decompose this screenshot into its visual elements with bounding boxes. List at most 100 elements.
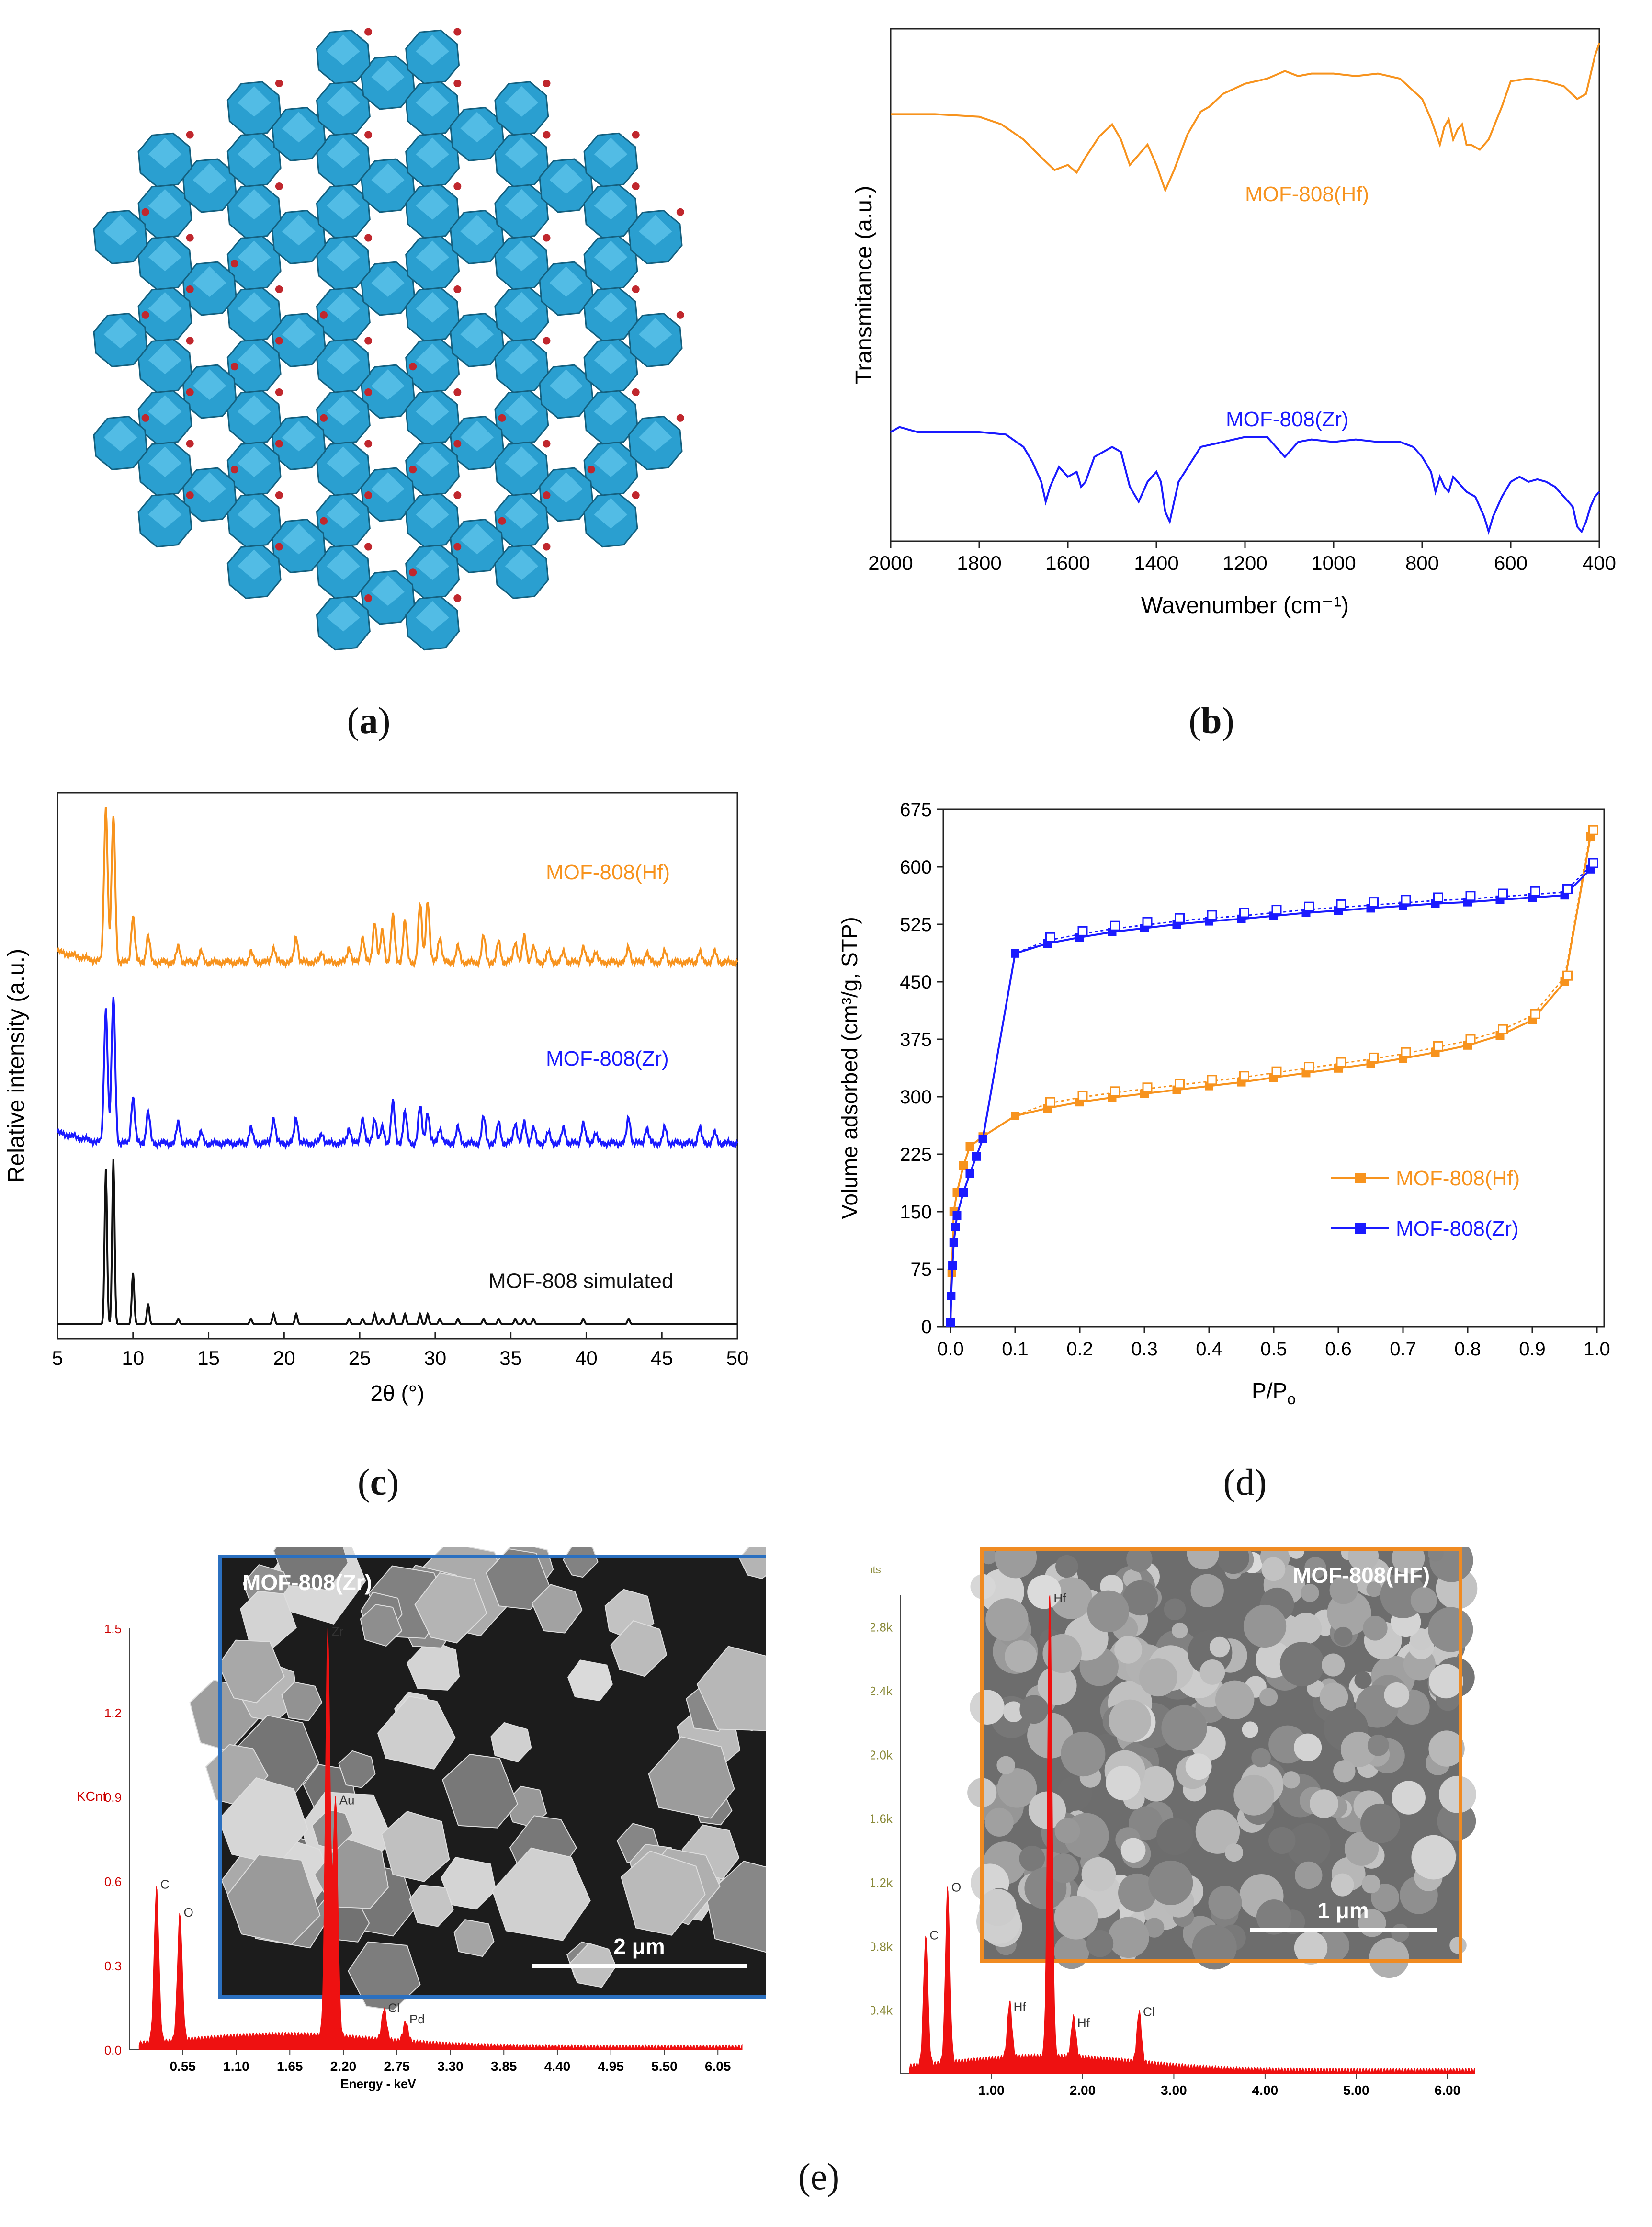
oxygen-atom [186, 337, 194, 345]
cluster-facet [327, 292, 360, 323]
ftir-svg: 2000 1800 1600 1400 1200 1000 800 600 400 Wavenum… [851, 28, 1616, 618]
desorption-point [1588, 825, 1598, 835]
y-tick-label: 75 [911, 1259, 932, 1280]
crystal [226, 1854, 321, 1945]
oxygen-atom [453, 182, 462, 191]
desorption-point [1336, 1057, 1346, 1068]
crystal [409, 1885, 454, 1927]
cluster-facet [103, 215, 137, 246]
cluster-facet [327, 549, 360, 580]
cluster-facet [192, 472, 226, 503]
cluster-facet [549, 163, 583, 194]
cluster-facet [237, 86, 271, 117]
xrd-pattern-hf [57, 807, 738, 969]
particle [1384, 1682, 1410, 1708]
cluster-facet [192, 266, 226, 297]
framework-structure-image [19, 14, 757, 666]
crystal [440, 1856, 497, 1910]
oxygen-atom [230, 363, 238, 371]
cluster-facet [327, 343, 360, 375]
oxygen-atom [364, 388, 373, 397]
y-axis-label: Relative intensity (a.u.) [4, 949, 29, 1182]
x-tick-label: 0.4 [1196, 1339, 1222, 1360]
cluster-facet [371, 266, 405, 297]
particle [996, 1756, 1015, 1775]
oxygen-atom [409, 363, 417, 371]
data-point [978, 1135, 987, 1143]
x-tick-label: 0.8 [1454, 1339, 1481, 1360]
oxygen-atom [364, 337, 373, 345]
series-label-hf: MOF-808(Hf) [546, 861, 670, 884]
y-tick-label: 150 [900, 1202, 932, 1223]
y-tick-label: 300 [900, 1087, 932, 1108]
cluster-facet [237, 446, 271, 477]
y-tick-label: 225 [900, 1144, 932, 1165]
crystal [360, 1604, 403, 1647]
desorption-point [1207, 910, 1217, 920]
particle [1334, 1626, 1353, 1646]
cluster-facet [594, 343, 628, 375]
particle [1411, 1835, 1456, 1880]
crystal [338, 1750, 376, 1788]
particle [1371, 1884, 1400, 1912]
cluster-facet [327, 395, 360, 426]
cluster-facet [416, 446, 449, 477]
particle [1268, 1827, 1296, 1854]
data-point [972, 1152, 981, 1161]
x-tick-label: 2.20 [330, 2059, 357, 2074]
particle [1118, 1873, 1157, 1912]
cluster-facet [237, 549, 271, 580]
crystal [486, 1548, 550, 1610]
x-tick-label: 1400 [1134, 552, 1178, 574]
desorption-point [1304, 901, 1314, 912]
oxygen-atom [364, 131, 373, 139]
x-tick-label: 3.30 [437, 2059, 464, 2074]
cluster-facet [148, 498, 182, 529]
oxygen-atom [632, 491, 640, 500]
data-point [952, 1211, 962, 1220]
desorption-point [1401, 895, 1411, 905]
y-tick-label: 1.6k [871, 1812, 893, 1826]
oxygen-atom [543, 234, 551, 242]
desorption-point [1369, 897, 1379, 908]
y-tick-label: 375 [900, 1029, 932, 1050]
data-point [959, 1188, 968, 1197]
peak-label: C [160, 1877, 170, 1891]
peak-label: Cl [388, 2000, 400, 2015]
desorption-point [1530, 886, 1540, 897]
particle [1106, 1765, 1141, 1801]
particle [1003, 1701, 1024, 1722]
particle [1156, 1818, 1194, 1855]
desorption-point [1588, 858, 1598, 868]
x-tick-label: 5.50 [651, 2059, 678, 2074]
cluster-facet [148, 292, 182, 323]
cluster-facet [638, 318, 672, 349]
particle [1209, 1636, 1230, 1658]
y-axis-label: Transmitance (a.u.) [852, 186, 877, 384]
oxygen-atom [141, 414, 149, 422]
cluster-facet [237, 137, 271, 169]
y-tick-label: 2.0k [871, 1748, 893, 1762]
data-point [948, 1261, 957, 1270]
cluster-facet [638, 215, 672, 246]
x-tick-label: 2.00 [1070, 2083, 1096, 2098]
particle [1144, 1918, 1165, 1938]
x-axis-label: P/Po [1252, 1378, 1296, 1408]
crystal [567, 1659, 613, 1702]
peak-label: O [951, 1880, 961, 1894]
series-line-zr [890, 426, 1600, 535]
x-tick-label: 2.75 [384, 2059, 410, 2074]
cluster-facet [327, 137, 360, 169]
cluster-facet [148, 137, 182, 169]
x-tick-label: 0.9 [1519, 1339, 1546, 1360]
particle [1120, 1838, 1146, 1863]
desorption-point [1433, 892, 1443, 903]
peak-label: Hf [1077, 2016, 1090, 2030]
x-tick-label: 5.00 [1343, 2083, 1369, 2098]
cluster-facet [505, 137, 539, 169]
cluster-facet [416, 34, 449, 66]
cluster-facet [282, 112, 316, 143]
x-tick-label: 1.00 [978, 2083, 1004, 2098]
particle [1005, 1640, 1037, 1673]
cluster-facet [282, 318, 316, 349]
